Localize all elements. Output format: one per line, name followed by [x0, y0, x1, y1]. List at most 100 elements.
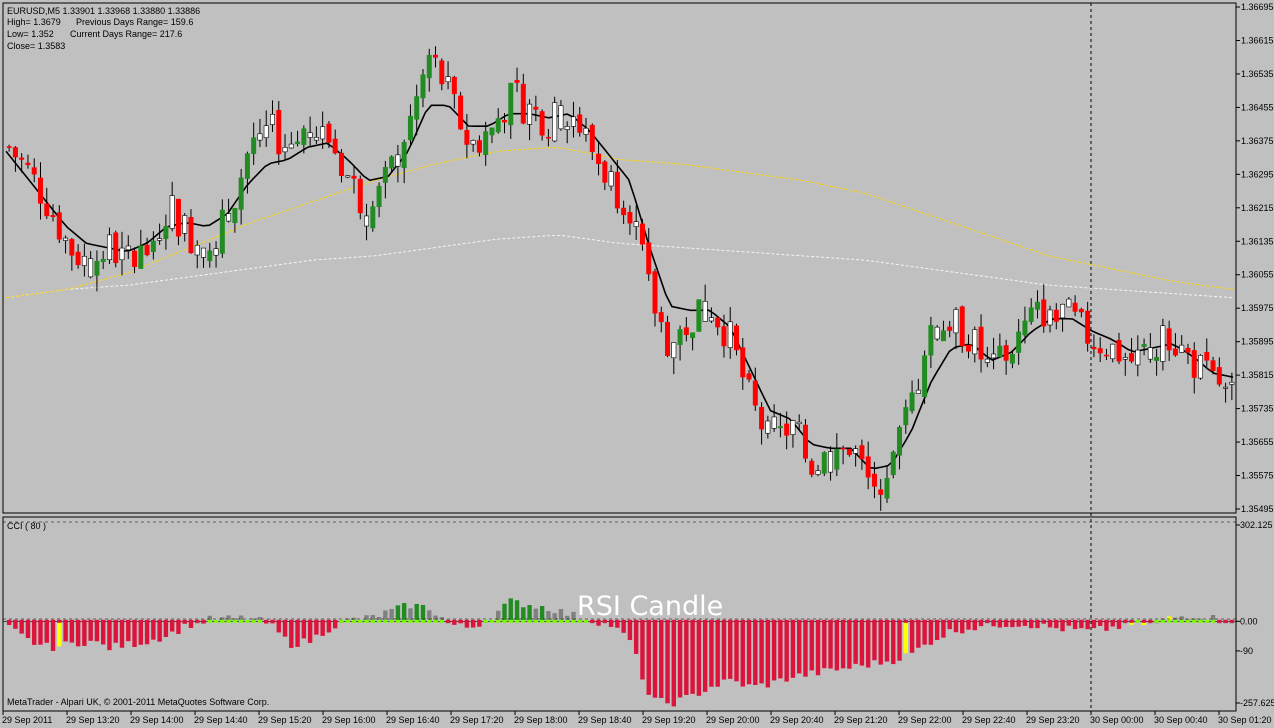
candle[interactable]: [734, 323, 739, 356]
candle[interactable]: [257, 118, 263, 148]
candle[interactable]: [75, 244, 81, 269]
candle[interactable]: [777, 412, 783, 438]
candle[interactable]: [1210, 356, 1216, 375]
candle[interactable]: [1185, 343, 1191, 364]
candle[interactable]: [458, 91, 464, 130]
candle[interactable]: [1053, 303, 1059, 330]
candle[interactable]: [991, 337, 997, 370]
candle[interactable]: [332, 129, 338, 155]
candle[interactable]: [639, 218, 645, 251]
candle[interactable]: [63, 235, 69, 254]
candle[interactable]: [940, 320, 946, 342]
candle[interactable]: [251, 122, 257, 165]
candle[interactable]: [201, 247, 207, 268]
candle[interactable]: [1091, 334, 1097, 358]
candle[interactable]: [527, 99, 533, 141]
candle[interactable]: [658, 306, 664, 333]
candle[interactable]: [608, 165, 614, 191]
candle[interactable]: [953, 307, 959, 350]
candle[interactable]: [984, 346, 990, 368]
candle[interactable]: [495, 108, 501, 134]
candle[interactable]: [1022, 306, 1028, 344]
candle[interactable]: [295, 130, 301, 147]
candle[interactable]: [1078, 307, 1084, 318]
candle[interactable]: [81, 243, 87, 277]
candle[interactable]: [382, 160, 388, 199]
candle[interactable]: [132, 247, 138, 274]
candle[interactable]: [1179, 335, 1185, 353]
candle[interactable]: [169, 181, 175, 232]
candle[interactable]: [19, 153, 25, 173]
candle[interactable]: [1116, 332, 1122, 365]
candle[interactable]: [320, 111, 326, 149]
candle[interactable]: [903, 399, 909, 434]
candle[interactable]: [884, 465, 890, 503]
candle[interactable]: [6, 144, 12, 152]
candle[interactable]: [508, 82, 514, 139]
candle[interactable]: [1034, 290, 1040, 319]
candle[interactable]: [1028, 298, 1034, 325]
candle[interactable]: [1141, 338, 1147, 356]
candle[interactable]: [922, 350, 928, 404]
candle[interactable]: [407, 104, 413, 145]
candle[interactable]: [821, 451, 827, 476]
candle[interactable]: [614, 159, 620, 214]
candle[interactable]: [138, 229, 144, 269]
candle[interactable]: [244, 151, 250, 194]
candle[interactable]: [809, 458, 815, 478]
candle[interactable]: [113, 230, 119, 268]
candle[interactable]: [1223, 382, 1229, 403]
candle[interactable]: [1066, 297, 1072, 308]
candle[interactable]: [1097, 337, 1103, 363]
candle[interactable]: [94, 250, 100, 292]
candle[interactable]: [50, 204, 56, 222]
candle[interactable]: [100, 250, 106, 270]
candle[interactable]: [357, 175, 363, 220]
candle[interactable]: [12, 146, 18, 172]
candle[interactable]: [577, 106, 583, 137]
candle[interactable]: [401, 139, 407, 184]
candle[interactable]: [834, 433, 840, 477]
candle[interactable]: [25, 154, 31, 169]
candle[interactable]: [56, 205, 62, 244]
main-chart-area[interactable]: [2, 2, 1237, 514]
candle[interactable]: [665, 315, 671, 358]
candle[interactable]: [696, 299, 702, 332]
candle[interactable]: [596, 140, 602, 176]
candle[interactable]: [175, 198, 181, 246]
candle[interactable]: [451, 75, 457, 109]
candle[interactable]: [545, 128, 551, 147]
candle[interactable]: [589, 123, 595, 161]
candle[interactable]: [464, 113, 470, 159]
candle[interactable]: [364, 203, 370, 241]
candle[interactable]: [1085, 301, 1091, 352]
candle[interactable]: [533, 95, 539, 122]
candle[interactable]: [683, 317, 689, 342]
candle[interactable]: [433, 46, 439, 68]
candle[interactable]: [370, 200, 376, 232]
candle[interactable]: [414, 84, 420, 136]
candle[interactable]: [88, 251, 94, 279]
candle[interactable]: [1135, 335, 1141, 377]
candle[interactable]: [1047, 305, 1053, 333]
candle[interactable]: [1204, 338, 1210, 367]
candle[interactable]: [188, 209, 194, 254]
candle[interactable]: [263, 110, 269, 147]
candle[interactable]: [1166, 320, 1172, 362]
candle[interactable]: [1110, 343, 1116, 363]
candle[interactable]: [558, 100, 564, 131]
candle[interactable]: [269, 100, 275, 132]
candle[interactable]: [978, 314, 984, 373]
candle[interactable]: [909, 380, 915, 414]
candle[interactable]: [282, 134, 288, 161]
candle[interactable]: [1072, 295, 1078, 317]
candle[interactable]: [1003, 339, 1009, 375]
candle[interactable]: [439, 58, 445, 91]
candle[interactable]: [489, 127, 495, 144]
candle[interactable]: [1191, 342, 1197, 394]
candle[interactable]: [759, 402, 765, 445]
cci-axis[interactable]: 302.125 0.00 -90 -257.625: [1236, 520, 1274, 708]
candle[interactable]: [972, 326, 978, 363]
candle[interactable]: [539, 109, 545, 141]
candle[interactable]: [238, 168, 244, 225]
